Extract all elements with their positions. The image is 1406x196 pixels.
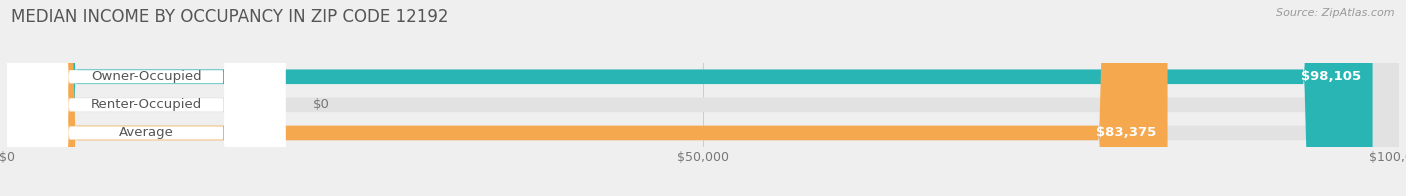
FancyBboxPatch shape bbox=[7, 0, 1399, 196]
Text: MEDIAN INCOME BY OCCUPANCY IN ZIP CODE 12192: MEDIAN INCOME BY OCCUPANCY IN ZIP CODE 1… bbox=[11, 8, 449, 26]
FancyBboxPatch shape bbox=[7, 0, 1372, 196]
FancyBboxPatch shape bbox=[7, 0, 1399, 196]
FancyBboxPatch shape bbox=[7, 0, 285, 196]
FancyBboxPatch shape bbox=[7, 0, 285, 196]
FancyBboxPatch shape bbox=[7, 0, 49, 196]
Text: Owner-Occupied: Owner-Occupied bbox=[91, 70, 201, 83]
Text: Renter-Occupied: Renter-Occupied bbox=[90, 98, 202, 111]
Text: Source: ZipAtlas.com: Source: ZipAtlas.com bbox=[1277, 8, 1395, 18]
Text: $0: $0 bbox=[314, 98, 330, 111]
FancyBboxPatch shape bbox=[7, 0, 1167, 196]
Text: $98,105: $98,105 bbox=[1302, 70, 1361, 83]
Text: Average: Average bbox=[118, 126, 174, 139]
FancyBboxPatch shape bbox=[7, 0, 285, 196]
FancyBboxPatch shape bbox=[7, 0, 1399, 196]
Text: $83,375: $83,375 bbox=[1097, 126, 1156, 139]
